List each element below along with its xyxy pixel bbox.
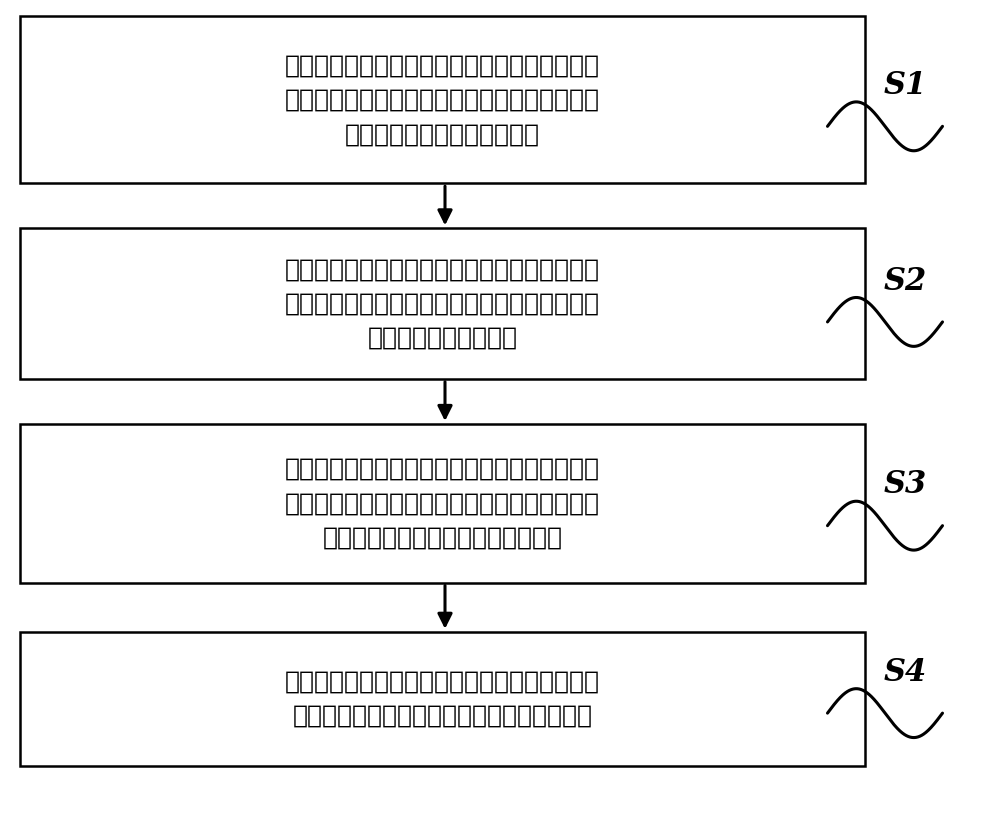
- Bar: [20, 424, 865, 583]
- Bar: [20, 16, 865, 183]
- Text: 计算各个专家威胁频率评价结果信任权值，形成
威胁频率向量，实现工业机器人系统威胁赋值: 计算各个专家威胁频率评价结果信任权值，形成 威胁频率向量，实现工业机器人系统威胁…: [285, 670, 600, 728]
- Text: 针对工业机器人系统选定的一种威胁行为，统计
历史时期内威胁行为的发生频率，形成工业机器
人系统威胁频率时序图: 针对工业机器人系统选定的一种威胁行为，统计 历史时期内威胁行为的发生频率，形成工…: [285, 258, 600, 350]
- Text: 根据系统日志、历史行为等信息识别工业机器人
系统潜在威胁，根据威胁表现形式对威胁进行分
类，确定威胁主体与威胁途径: 根据系统日志、历史行为等信息识别工业机器人 系统潜在威胁，根据威胁表现形式对威胁…: [285, 54, 600, 146]
- Text: S1: S1: [883, 70, 927, 101]
- Text: 将威胁行为的发生频率的总体统计时间进行分段
处理，选取多位专家对威胁频率进行评价，每位
专家对不同时间段威胁频率依次评价: 将威胁行为的发生频率的总体统计时间进行分段 处理，选取多位专家对威胁频率进行评价…: [285, 457, 600, 549]
- Bar: [20, 632, 865, 766]
- Text: S3: S3: [883, 469, 927, 500]
- Text: S2: S2: [883, 266, 927, 297]
- Bar: [20, 228, 865, 379]
- Text: S4: S4: [883, 657, 927, 688]
